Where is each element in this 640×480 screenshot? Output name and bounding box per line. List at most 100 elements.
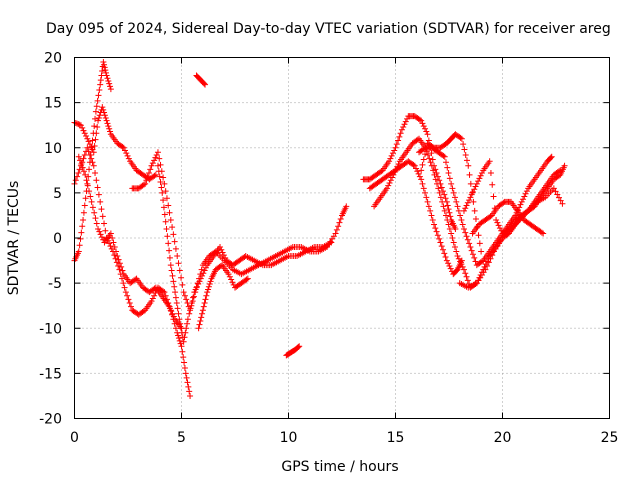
data-point (94, 97, 101, 104)
data-point (166, 247, 173, 254)
data-point (83, 133, 90, 140)
data-point (124, 152, 131, 159)
data-point (467, 194, 474, 201)
data-point (197, 275, 204, 282)
data-point (80, 209, 87, 216)
data-point (462, 205, 469, 212)
y-tick-label: -15 (39, 366, 62, 382)
data-point (103, 72, 110, 79)
data-point (457, 212, 464, 219)
data-point (147, 166, 154, 173)
data-point (110, 248, 117, 255)
data-point (463, 273, 470, 280)
data-point (466, 240, 473, 247)
data-point (450, 189, 457, 196)
data-point (151, 292, 158, 299)
data-point (397, 130, 404, 137)
data-point (180, 338, 187, 345)
data-point (498, 227, 505, 234)
data-point (196, 278, 203, 285)
data-point (418, 176, 425, 183)
data-point (97, 231, 104, 238)
data-point (180, 289, 187, 296)
data-point (96, 112, 103, 119)
data-point (103, 117, 110, 124)
data-point (183, 374, 190, 381)
data-point (222, 254, 229, 261)
data-point (160, 288, 167, 295)
data-point (78, 229, 85, 236)
data-point (429, 143, 436, 150)
data-point (97, 77, 104, 84)
data-point (458, 135, 465, 142)
data-point (496, 225, 503, 232)
data-point (415, 170, 422, 177)
data-point (522, 190, 529, 197)
data-point (98, 234, 105, 241)
data-point (425, 203, 432, 210)
data-point (395, 137, 402, 144)
data-point (435, 185, 442, 192)
data-point (438, 243, 445, 250)
data-point (77, 122, 84, 129)
data-point (468, 191, 475, 198)
data-point (160, 174, 167, 181)
data-point (559, 200, 566, 207)
data-point (427, 207, 434, 214)
data-point (177, 320, 184, 327)
data-point (186, 310, 193, 317)
data-point (469, 188, 476, 195)
data-point (202, 81, 209, 88)
data-point (454, 253, 461, 260)
data-point (95, 92, 102, 99)
data-point (152, 171, 159, 178)
data-point (75, 153, 82, 160)
data-point (117, 271, 124, 278)
data-point (176, 316, 183, 323)
data-point (178, 274, 185, 281)
data-point (86, 151, 93, 158)
data-point (447, 265, 454, 272)
data-point (107, 86, 114, 93)
data-point (453, 248, 460, 255)
data-point (104, 237, 111, 244)
data-point (443, 212, 450, 219)
data-point (110, 239, 117, 246)
data-point (140, 181, 147, 188)
data-point (92, 170, 99, 177)
data-point (180, 354, 187, 361)
data-point (523, 188, 530, 195)
data-point (91, 123, 98, 130)
data-point (448, 230, 455, 237)
data-point (195, 281, 202, 288)
data-point (440, 203, 447, 210)
data-point (148, 162, 155, 169)
data-point (174, 253, 181, 260)
data-point (199, 272, 206, 279)
data-point (463, 157, 470, 164)
data-point (207, 278, 214, 285)
data-point (447, 213, 454, 220)
data-point (169, 272, 176, 279)
data-point (484, 262, 491, 269)
data-point (179, 281, 186, 288)
data-point (540, 230, 547, 237)
data-point (389, 174, 396, 181)
data-point (75, 170, 82, 177)
data-point (388, 152, 395, 159)
data-point (100, 236, 107, 243)
data-point (183, 296, 190, 303)
data-point (395, 160, 402, 167)
x-tick-label: 25 (601, 430, 619, 446)
data-point (391, 147, 398, 154)
data-point (442, 195, 449, 202)
data-point (89, 204, 96, 211)
data-point (428, 212, 435, 219)
data-point (172, 245, 179, 252)
x-tick-label: 0 (70, 430, 79, 446)
data-point (440, 246, 447, 253)
data-point (174, 305, 181, 312)
data-point (190, 294, 197, 301)
data-point (75, 248, 82, 255)
data-point (76, 166, 83, 173)
